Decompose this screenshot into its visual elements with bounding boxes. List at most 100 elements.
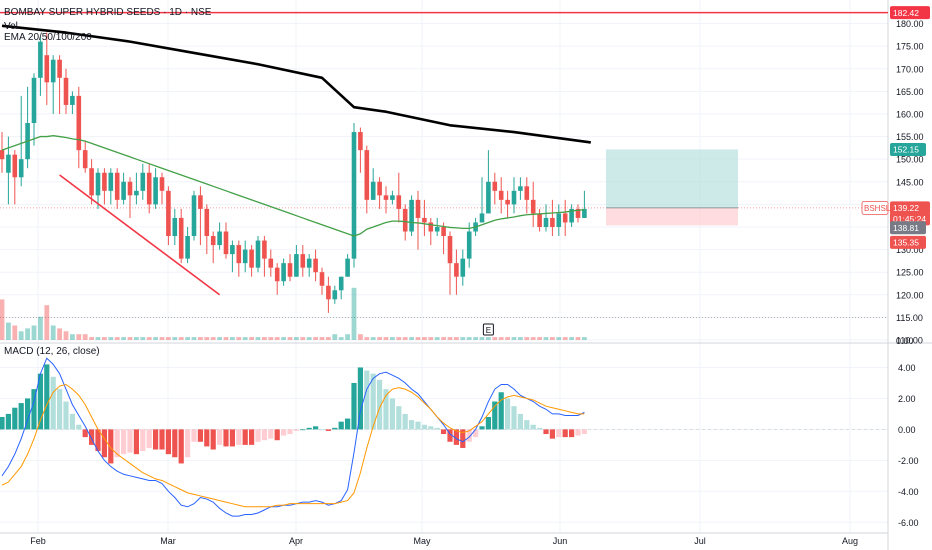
macd-histogram-bar <box>133 429 139 455</box>
volume-bar <box>121 337 126 340</box>
volume-bar <box>191 337 197 340</box>
macd-histogram-bar <box>5 413 11 430</box>
volume-bar <box>402 337 408 340</box>
macd-histogram-bar <box>261 429 267 441</box>
volume-bar <box>383 337 389 340</box>
macd-histogram-bar <box>114 429 120 458</box>
macd-histogram-bar <box>12 407 18 430</box>
candle <box>134 190 139 196</box>
target-zone <box>606 149 738 208</box>
macd-histogram-bar <box>89 429 95 445</box>
macd-histogram-bar <box>210 429 216 450</box>
macd-histogram-bar <box>505 398 511 430</box>
volume-bar <box>351 287 357 340</box>
candles[interactable] <box>0 32 587 313</box>
price-tick-label: 110.00 <box>896 336 923 346</box>
volume-bar <box>454 337 459 340</box>
candle <box>390 195 395 200</box>
candle <box>38 41 43 78</box>
candle <box>479 213 485 223</box>
volume-bar <box>422 337 427 340</box>
macd-tick-label: 0.00 <box>898 425 916 435</box>
macd-histogram-bar <box>517 413 523 430</box>
volume-bar <box>543 337 549 340</box>
time-axis-label: Jul <box>694 536 706 546</box>
macd-histogram-bar <box>485 417 491 430</box>
candle <box>198 195 203 209</box>
candle <box>140 172 146 191</box>
volume-bar <box>530 337 536 340</box>
volume-bars <box>0 287 587 340</box>
stop-badge: 135.35 <box>893 238 919 248</box>
candle <box>159 177 165 191</box>
earnings-marker-label: E <box>486 326 491 335</box>
candle <box>102 172 107 191</box>
volume-bar <box>550 337 555 340</box>
volume-bar <box>204 337 210 340</box>
volume-bar <box>70 334 75 340</box>
volume-bar <box>6 322 11 340</box>
macd-histogram-bar <box>69 413 75 430</box>
candle <box>166 190 171 237</box>
candle <box>332 290 338 300</box>
price-tick-label: 170.00 <box>896 64 924 74</box>
macd-pane[interactable] <box>0 357 888 517</box>
candle <box>204 208 210 237</box>
macd-histogram-bar <box>524 420 530 430</box>
candle <box>70 95 75 105</box>
volume-bar <box>370 337 376 340</box>
candle <box>498 190 504 200</box>
volume-bar <box>18 331 24 340</box>
candle <box>217 231 222 246</box>
candle <box>441 226 446 237</box>
candle <box>377 181 382 196</box>
volume-bar <box>255 337 261 340</box>
volume-bar <box>89 337 94 340</box>
candle <box>294 254 299 277</box>
volume-bar <box>492 337 498 340</box>
candle <box>50 59 56 83</box>
macd-histogram-bar <box>537 427 543 430</box>
price-tick-label: 180.00 <box>896 19 924 29</box>
candle <box>550 217 555 227</box>
candle <box>95 172 101 196</box>
ema-long-line <box>1 24 591 144</box>
macd-tick-label: 2.00 <box>898 394 916 404</box>
candle <box>210 236 216 246</box>
macd-histogram-bar <box>255 429 261 442</box>
candle <box>0 150 5 160</box>
candle <box>556 213 562 227</box>
macd-histogram-bar <box>31 389 37 430</box>
macd-histogram-bar <box>25 398 31 430</box>
volume-bar <box>223 337 229 340</box>
position-tool[interactable] <box>606 149 738 226</box>
volume-bar <box>562 337 568 340</box>
volume-bar <box>505 337 510 340</box>
macd-histogram-bar <box>178 429 184 464</box>
macd-histogram-bar <box>441 429 447 435</box>
macd-histogram-bar <box>479 426 485 430</box>
volume-bar <box>0 299 5 340</box>
candle <box>370 181 376 200</box>
volume-bar <box>12 325 18 340</box>
volume-bar <box>274 337 280 340</box>
volume-bar <box>415 337 421 340</box>
volume-bar <box>217 337 222 340</box>
macd-histogram-bar <box>530 424 536 430</box>
volume-bar <box>441 337 446 340</box>
macd-histogram-bar <box>37 373 43 430</box>
volume-bar <box>44 305 50 340</box>
time-axis-label: Mar <box>160 536 176 546</box>
volume-bar <box>396 337 402 340</box>
macd-histogram-bar <box>428 426 434 430</box>
macd-histogram-bar <box>140 429 146 452</box>
macd-label: MACD (12, 26, close) <box>4 346 100 357</box>
volume-bar <box>146 337 152 340</box>
volume-bar <box>287 337 293 340</box>
volume-bar <box>556 337 562 340</box>
chart-title: BOMBAY SUPER HYBRID SEEDS · 1D · NSE <box>4 7 212 18</box>
macd-histogram-bar <box>511 406 517 430</box>
symbol-tag-bg <box>861 201 889 215</box>
volume-bar <box>108 337 114 340</box>
